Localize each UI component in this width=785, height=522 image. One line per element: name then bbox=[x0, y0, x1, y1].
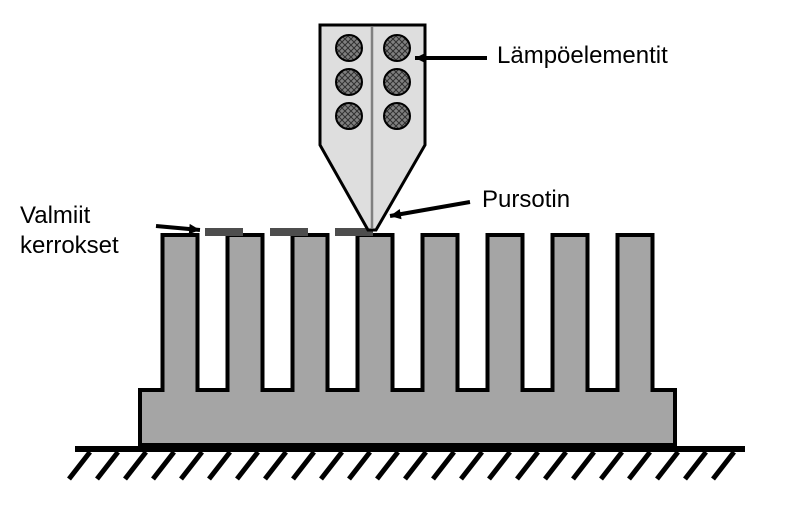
ground-hatch bbox=[377, 452, 398, 479]
ground-hatch bbox=[125, 452, 146, 479]
label-finished-layers-line2: kerrokset bbox=[20, 232, 119, 260]
heating-element-circle bbox=[384, 103, 410, 129]
ground-hatch bbox=[293, 452, 314, 479]
heating-element-circle bbox=[336, 103, 362, 129]
heating-element-circle bbox=[336, 69, 362, 95]
arrow-layers-head bbox=[189, 224, 200, 234]
ground-hatch bbox=[209, 452, 230, 479]
ground-hatch bbox=[713, 452, 734, 479]
diagram-svg bbox=[0, 0, 785, 522]
ground-hatch bbox=[685, 452, 706, 479]
ground-hatch bbox=[265, 452, 286, 479]
ground-hatch bbox=[97, 452, 118, 479]
ground-hatch bbox=[405, 452, 426, 479]
ground-hatch bbox=[433, 452, 454, 479]
diagram-canvas: Lämpöelementit Pursotin Valmiit kerrokse… bbox=[0, 0, 785, 522]
ground-hatch bbox=[349, 452, 370, 479]
ground-hatch bbox=[517, 452, 538, 479]
ground-hatch bbox=[153, 452, 174, 479]
ground-hatch bbox=[545, 452, 566, 479]
ground-hatch bbox=[601, 452, 622, 479]
ground-hatch bbox=[181, 452, 202, 479]
ground-hatch bbox=[629, 452, 650, 479]
heating-element-circle bbox=[336, 35, 362, 61]
ground-hatch bbox=[237, 452, 258, 479]
label-heating-elements: Lämpöelementit bbox=[497, 42, 668, 70]
ground-hatch bbox=[321, 452, 342, 479]
label-finished-layers-line1: Valmiit bbox=[20, 202, 90, 230]
arrow-extruder bbox=[390, 202, 470, 216]
heating-element-circle bbox=[384, 69, 410, 95]
ground-hatch bbox=[461, 452, 482, 479]
label-extruder: Pursotin bbox=[482, 186, 570, 214]
workpiece-comb bbox=[140, 235, 675, 445]
ground-hatch bbox=[657, 452, 678, 479]
ground-hatch bbox=[489, 452, 510, 479]
ground-hatch bbox=[69, 452, 90, 479]
ground-hatch bbox=[573, 452, 594, 479]
heating-element-circle bbox=[384, 35, 410, 61]
